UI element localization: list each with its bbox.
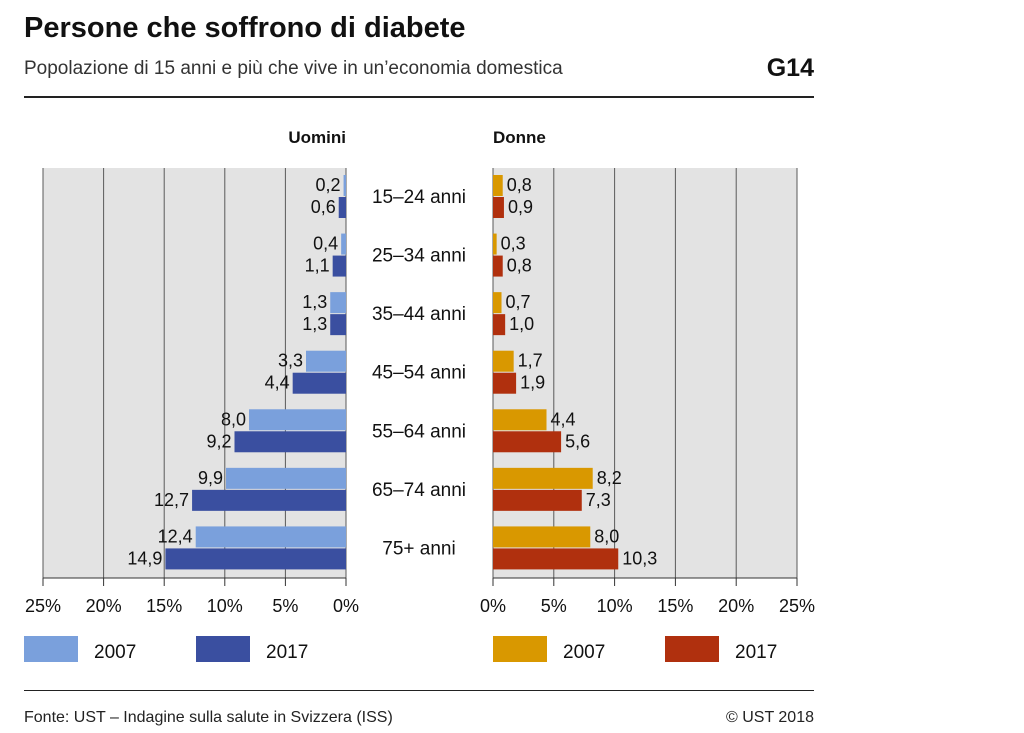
data-label: 0,7: [506, 292, 531, 312]
legend-label: 2017: [735, 642, 777, 663]
data-label: 4,4: [265, 373, 290, 393]
bar: [493, 197, 504, 218]
data-label: 1,1: [305, 256, 330, 276]
copyright-note: © UST 2018: [726, 709, 814, 726]
legend-swatch: [665, 636, 719, 662]
data-label: 5,6: [565, 431, 590, 451]
data-label: 14,9: [127, 548, 162, 568]
data-label: 12,7: [154, 490, 189, 510]
data-label: 7,3: [586, 490, 611, 510]
bar: [493, 314, 506, 336]
source-note: Fonte: UST – Indagine sulla salute in Sv…: [24, 709, 393, 726]
bar: [234, 431, 346, 453]
category-label: 15–24 anni: [372, 187, 466, 208]
category-label: 65–74 anni: [372, 480, 466, 501]
bar: [292, 372, 346, 394]
x-tick-label: 0%: [480, 596, 506, 616]
bar: [493, 548, 619, 570]
legend-label: 2007: [94, 642, 136, 663]
chart-code: G14: [766, 54, 814, 82]
data-label: 10,3: [622, 548, 657, 568]
data-label: 0,4: [313, 234, 338, 254]
bar: [330, 292, 346, 314]
category-label: 25–34 anni: [372, 246, 466, 267]
x-tick-label: 25%: [25, 596, 61, 616]
bar: [338, 197, 346, 218]
bar: [493, 350, 514, 372]
legend-label: 2017: [266, 642, 308, 663]
x-tick-label: 15%: [146, 596, 182, 616]
bar: [249, 409, 346, 431]
x-tick-label: 0%: [333, 596, 359, 616]
data-label: 1,0: [509, 314, 534, 334]
panel-title: Uomini: [288, 128, 346, 147]
data-label: 8,0: [594, 526, 619, 546]
bar: [165, 548, 346, 570]
chart-title: Persone che soffrono di diabete: [24, 12, 466, 44]
category-label: 35–44 anni: [372, 304, 466, 325]
panel-title: Donne: [493, 128, 546, 147]
data-label: 12,4: [158, 526, 193, 546]
data-label: 8,0: [221, 409, 246, 429]
bar: [343, 175, 346, 196]
x-tick-label: 10%: [207, 596, 243, 616]
x-tick-label: 5%: [272, 596, 298, 616]
category-label: 75+ anni: [382, 538, 455, 559]
header-divider: [24, 96, 814, 98]
x-tick-label: 5%: [541, 596, 567, 616]
data-label: 0,9: [508, 197, 533, 217]
x-tick-label: 15%: [657, 596, 693, 616]
legend-label: 2007: [563, 642, 605, 663]
data-label: 9,9: [198, 468, 223, 488]
data-label: 9,2: [206, 431, 231, 451]
bar: [330, 314, 346, 336]
legend-swatch: [493, 636, 547, 662]
legend-swatch: [196, 636, 250, 662]
data-label: 0,3: [501, 234, 526, 254]
category-label: 45–54 anni: [372, 363, 466, 384]
bar: [332, 255, 346, 277]
data-label: 1,3: [302, 292, 327, 312]
chart-subtitle: Popolazione di 15 anni e più che vive in…: [24, 58, 563, 79]
bar: [493, 255, 503, 277]
data-label: 0,8: [507, 175, 532, 195]
data-label: 0,2: [316, 175, 341, 195]
bar: [226, 467, 346, 489]
data-label: 1,7: [518, 351, 543, 371]
data-label: 0,6: [311, 197, 336, 217]
x-tick-label: 25%: [779, 596, 815, 616]
data-label: 4,4: [551, 409, 576, 429]
data-label: 1,9: [520, 373, 545, 393]
footer-divider: [24, 690, 814, 691]
data-label: 3,3: [278, 351, 303, 371]
bar: [493, 431, 562, 453]
bar: [192, 489, 346, 511]
data-label: 8,2: [597, 468, 622, 488]
x-tick-label: 20%: [86, 596, 122, 616]
data-label: 0,8: [507, 256, 532, 276]
bar: [493, 467, 593, 489]
bar: [493, 489, 582, 511]
chart-area: 25% 20% 15% 10% 5% 0% Uomini 0,2 0,4 1,3 3,3 8,0 9,9…: [24, 128, 815, 663]
x-tick-label: 10%: [597, 596, 633, 616]
data-label: 1,3: [302, 314, 327, 334]
bar: [493, 409, 547, 431]
bar: [341, 233, 346, 255]
x-tick-label: 20%: [718, 596, 754, 616]
category-label: 55–64 anni: [372, 421, 466, 442]
bar: [493, 175, 503, 196]
bar: [493, 526, 591, 548]
bar: [493, 372, 517, 394]
bar: [493, 292, 502, 314]
legend-swatch: [24, 636, 78, 662]
bar: [306, 350, 346, 372]
bar: [493, 233, 497, 255]
bar: [195, 526, 346, 548]
